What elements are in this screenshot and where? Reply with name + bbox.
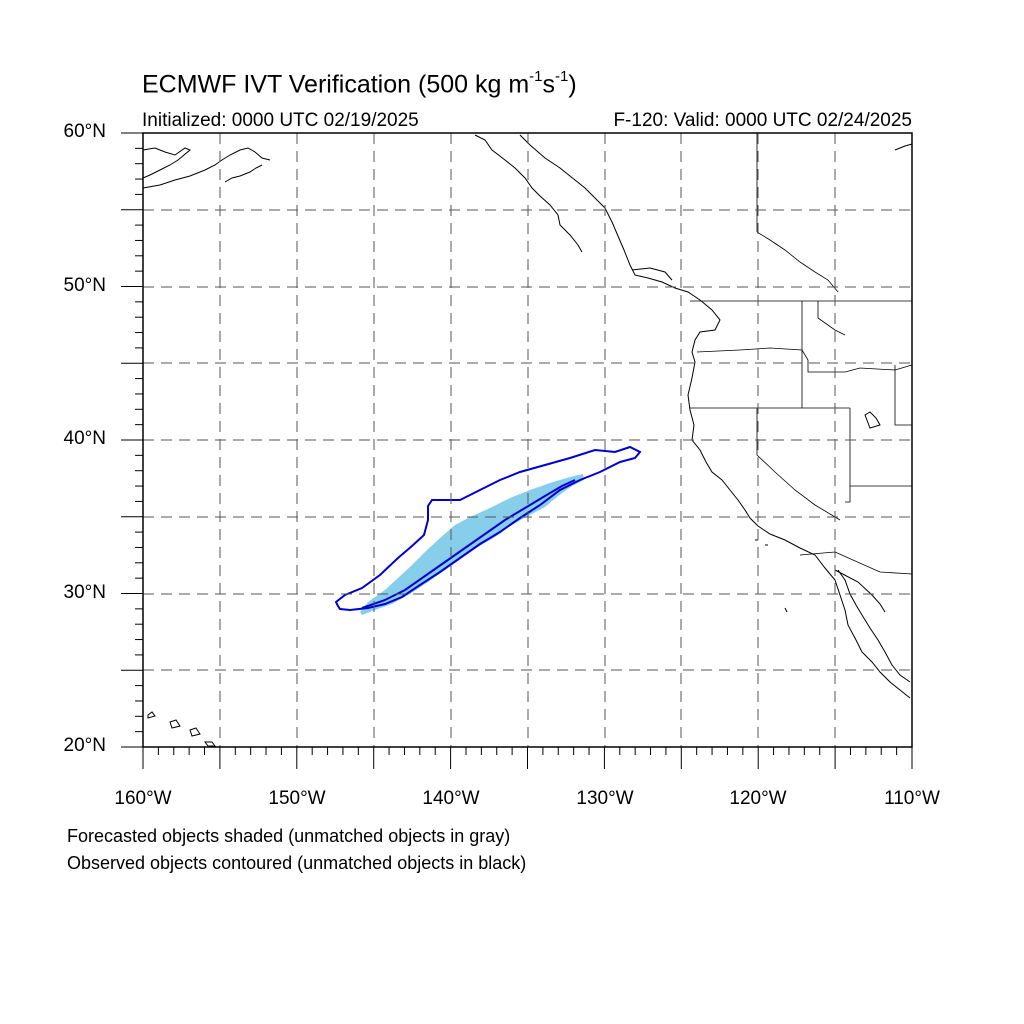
lon-label-150w: 150°W <box>268 788 326 809</box>
lat-label-50n: 50°N <box>63 275 106 296</box>
footnote-observed: Observed objects contoured (unmatched ob… <box>67 853 527 873</box>
lon-label-120w: 120°W <box>729 788 787 809</box>
lon-label-140w: 140°W <box>422 788 480 809</box>
observed-ivt-axis <box>361 479 576 609</box>
lat-label-60n: 60°N <box>63 121 106 142</box>
lat-label-20n: 20°N <box>63 735 106 756</box>
state-boundaries <box>690 133 913 575</box>
lat-label-40n: 40°N <box>63 428 106 449</box>
valid-time: F-120: Valid: 0000 UTC 02/24/2025 <box>613 110 912 131</box>
coastlines <box>142 134 913 747</box>
lon-label-130w: 130°W <box>576 788 634 809</box>
lat-label-30n: 30°N <box>63 582 106 603</box>
forecast-ivt-object <box>360 474 584 615</box>
observed-ivt-contour <box>334 445 642 612</box>
gridlines <box>143 133 912 747</box>
initialized-time: Initialized: 0000 UTC 02/19/2025 <box>142 110 419 131</box>
footnote-forecast: Forecasted objects shaded (unmatched obj… <box>67 826 511 846</box>
lon-label-110w: 110°W <box>884 788 940 809</box>
lon-label-160w: 160°W <box>114 788 172 809</box>
map-title: ECMWF IVT Verification (500 kg m-1s-1) <box>142 68 577 99</box>
axis-ticks <box>121 132 913 769</box>
